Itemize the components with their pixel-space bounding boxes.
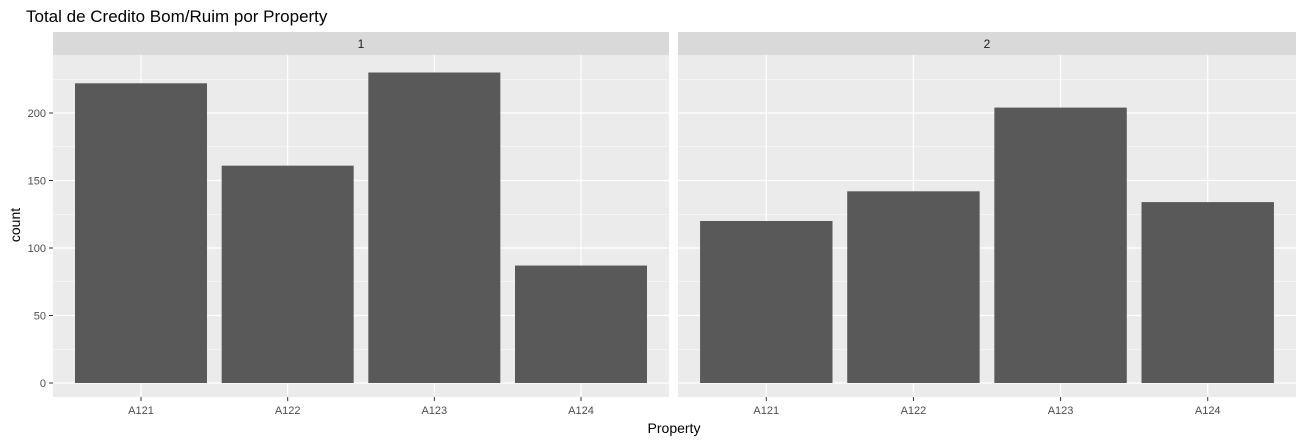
x-tick-label: A124 <box>568 405 594 417</box>
x-tick-label: A123 <box>421 405 447 417</box>
x-axis-title: Property <box>648 420 701 436</box>
y-axis: 0 50 100 150 200 <box>28 108 53 390</box>
bar-1-A122 <box>221 165 354 383</box>
facet-strip <box>678 32 1296 55</box>
facet-strip-label: 2 <box>984 37 991 51</box>
x-tick-label: A124 <box>1195 405 1221 417</box>
chart-title: Total de Credito Bom/Ruim por Property <box>26 7 328 26</box>
y-tick-label: 150 <box>28 176 46 188</box>
bar-1-A123 <box>368 72 501 383</box>
y-tick-label: 100 <box>28 243 46 255</box>
y-tick-label: 200 <box>28 108 46 120</box>
bar-2-A121 <box>700 221 833 383</box>
x-tick-label: A121 <box>128 405 154 417</box>
y-tick-label: 50 <box>34 311 46 323</box>
x-tick-label: A123 <box>1048 405 1074 417</box>
x-tick-label: A121 <box>753 405 779 417</box>
bar-2-A122 <box>847 191 980 383</box>
y-axis-title: count <box>7 208 23 242</box>
bar-2-A124 <box>1141 202 1274 383</box>
x-tick-label: A122 <box>275 405 301 417</box>
bar-1-A124 <box>515 265 647 383</box>
facet-panel-1: 1 A121 A122 A123 A124 <box>53 32 669 417</box>
bar-1-A121 <box>75 83 207 384</box>
facet-strip-label: 1 <box>358 37 365 51</box>
y-tick-label: 0 <box>40 378 46 390</box>
facet-panel-2: 2 A121 A122 A123 A124 <box>678 32 1296 417</box>
facet-strip <box>53 32 669 55</box>
x-tick-label: A122 <box>901 405 927 417</box>
facet-panels: 1 A121 A122 A123 A124 2 A121 A122 A123 A124 <box>53 32 1296 417</box>
bar-2-A123 <box>994 107 1127 383</box>
